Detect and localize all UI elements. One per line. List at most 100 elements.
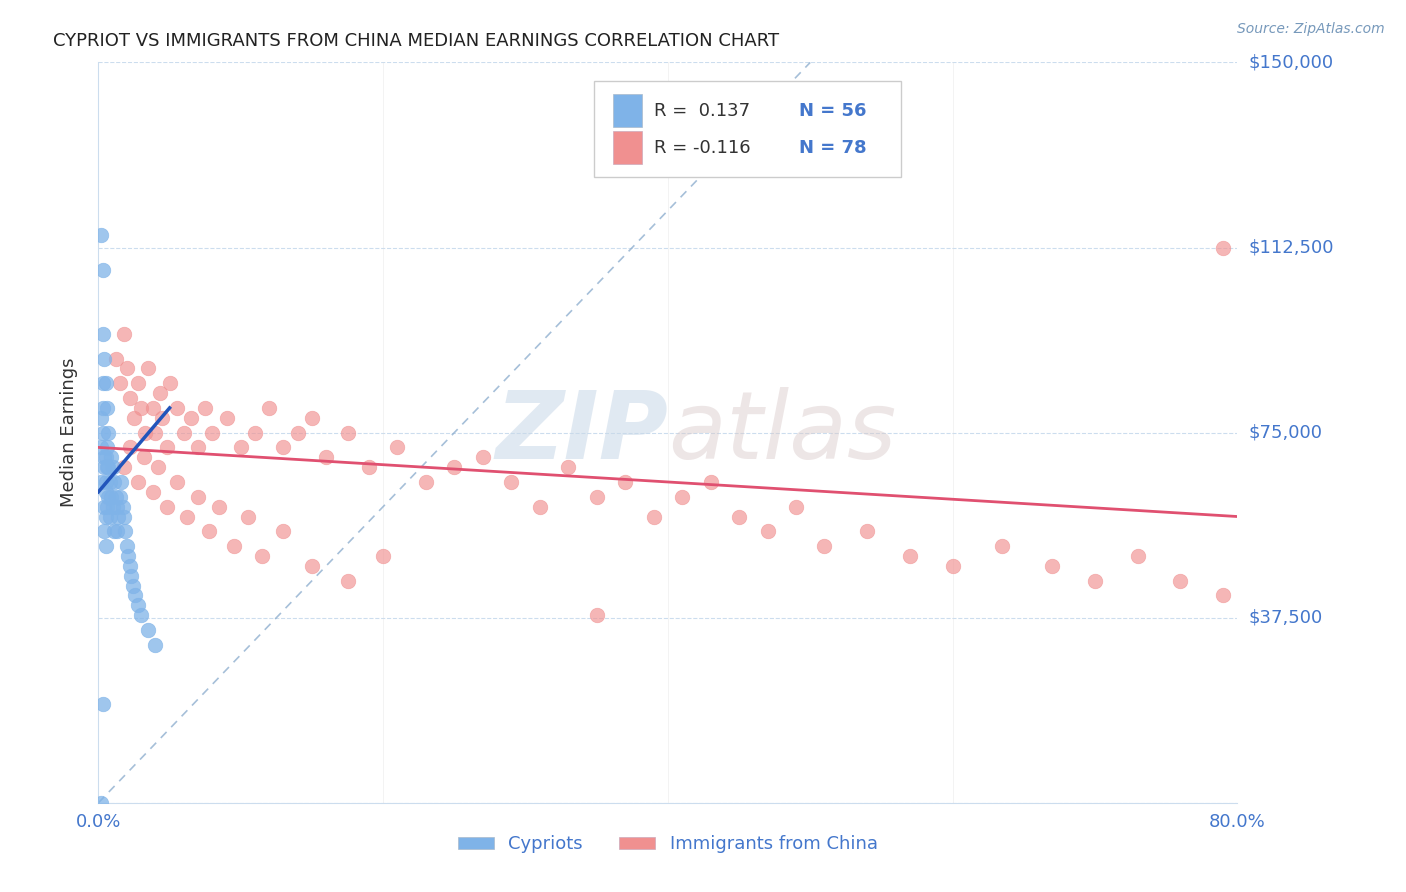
Point — [236, 509, 259, 524]
Point — [1170, 574, 1192, 588]
Point — [1212, 589, 1234, 603]
Point — [152, 410, 174, 425]
Point — [121, 579, 143, 593]
Point — [93, 351, 115, 366]
Point — [118, 391, 141, 405]
Point — [336, 425, 359, 440]
Point — [100, 490, 122, 504]
Point — [101, 500, 124, 514]
Point — [1040, 558, 1063, 573]
Point — [93, 450, 115, 465]
Text: $37,500: $37,500 — [1249, 608, 1323, 627]
FancyBboxPatch shape — [613, 131, 641, 164]
Point — [156, 500, 179, 514]
Point — [1084, 574, 1107, 588]
Text: N = 78: N = 78 — [799, 138, 866, 157]
Point — [91, 326, 114, 341]
Point — [136, 361, 159, 376]
Point — [201, 425, 224, 440]
Point — [96, 460, 118, 475]
Point — [166, 401, 188, 415]
Point — [132, 450, 155, 465]
Point — [110, 475, 132, 489]
Legend: Cypriots, Immigrants from China: Cypriots, Immigrants from China — [451, 828, 884, 861]
Point — [91, 425, 114, 440]
Point — [114, 524, 136, 539]
Point — [699, 475, 721, 489]
Point — [105, 500, 128, 514]
Point — [243, 425, 266, 440]
Point — [108, 376, 131, 391]
Point — [443, 460, 465, 475]
Text: R = -0.116: R = -0.116 — [654, 138, 751, 157]
Point — [107, 509, 129, 524]
Point — [198, 524, 221, 539]
Point — [273, 441, 295, 455]
Point — [91, 376, 114, 391]
Point — [501, 475, 523, 489]
Point — [129, 608, 152, 623]
Point — [585, 490, 607, 504]
Text: N = 56: N = 56 — [799, 102, 866, 120]
Point — [103, 475, 125, 489]
Point — [103, 524, 125, 539]
Point — [1126, 549, 1149, 563]
Point — [301, 410, 323, 425]
Point — [180, 410, 202, 425]
Point — [813, 539, 835, 553]
Point — [112, 509, 135, 524]
Point — [756, 524, 779, 539]
Text: Source: ZipAtlas.com: Source: ZipAtlas.com — [1237, 22, 1385, 37]
Text: CYPRIOT VS IMMIGRANTS FROM CHINA MEDIAN EARNINGS CORRELATION CHART: CYPRIOT VS IMMIGRANTS FROM CHINA MEDIAN … — [53, 32, 779, 50]
Point — [287, 425, 309, 440]
Point — [94, 450, 117, 465]
Point — [176, 509, 198, 524]
Point — [96, 441, 118, 455]
Point — [94, 475, 117, 489]
Point — [1212, 240, 1234, 255]
Point — [104, 351, 127, 366]
Point — [557, 460, 579, 475]
Point — [529, 500, 551, 514]
Point — [222, 539, 245, 553]
Point — [129, 401, 152, 415]
Point — [118, 558, 141, 573]
Point — [118, 441, 141, 455]
Text: atlas: atlas — [668, 387, 896, 478]
Y-axis label: Median Earnings: Median Earnings — [59, 358, 77, 508]
Point — [94, 539, 117, 553]
Point — [91, 401, 114, 415]
Point — [148, 460, 170, 475]
Point — [898, 549, 921, 563]
Point — [93, 500, 115, 514]
Point — [145, 425, 167, 440]
FancyBboxPatch shape — [613, 94, 641, 128]
Point — [149, 386, 172, 401]
Point — [145, 638, 167, 652]
Point — [98, 509, 121, 524]
Point — [112, 326, 135, 341]
Point — [97, 460, 120, 475]
Text: $75,000: $75,000 — [1249, 424, 1323, 442]
Point — [215, 410, 238, 425]
Point — [785, 500, 807, 514]
Point — [991, 539, 1014, 553]
Point — [614, 475, 637, 489]
Point — [112, 460, 135, 475]
Point — [98, 475, 121, 489]
Point — [94, 376, 117, 391]
Text: R =  0.137: R = 0.137 — [654, 102, 751, 120]
Point — [166, 475, 188, 489]
Point — [301, 558, 323, 573]
Point — [91, 697, 114, 711]
Point — [90, 796, 112, 810]
Point — [115, 361, 138, 376]
Point — [115, 539, 138, 553]
Point — [643, 509, 665, 524]
Point — [94, 484, 117, 499]
Point — [585, 608, 607, 623]
Point — [97, 490, 120, 504]
Point — [187, 490, 209, 504]
Point — [101, 460, 124, 475]
Point — [141, 484, 163, 499]
